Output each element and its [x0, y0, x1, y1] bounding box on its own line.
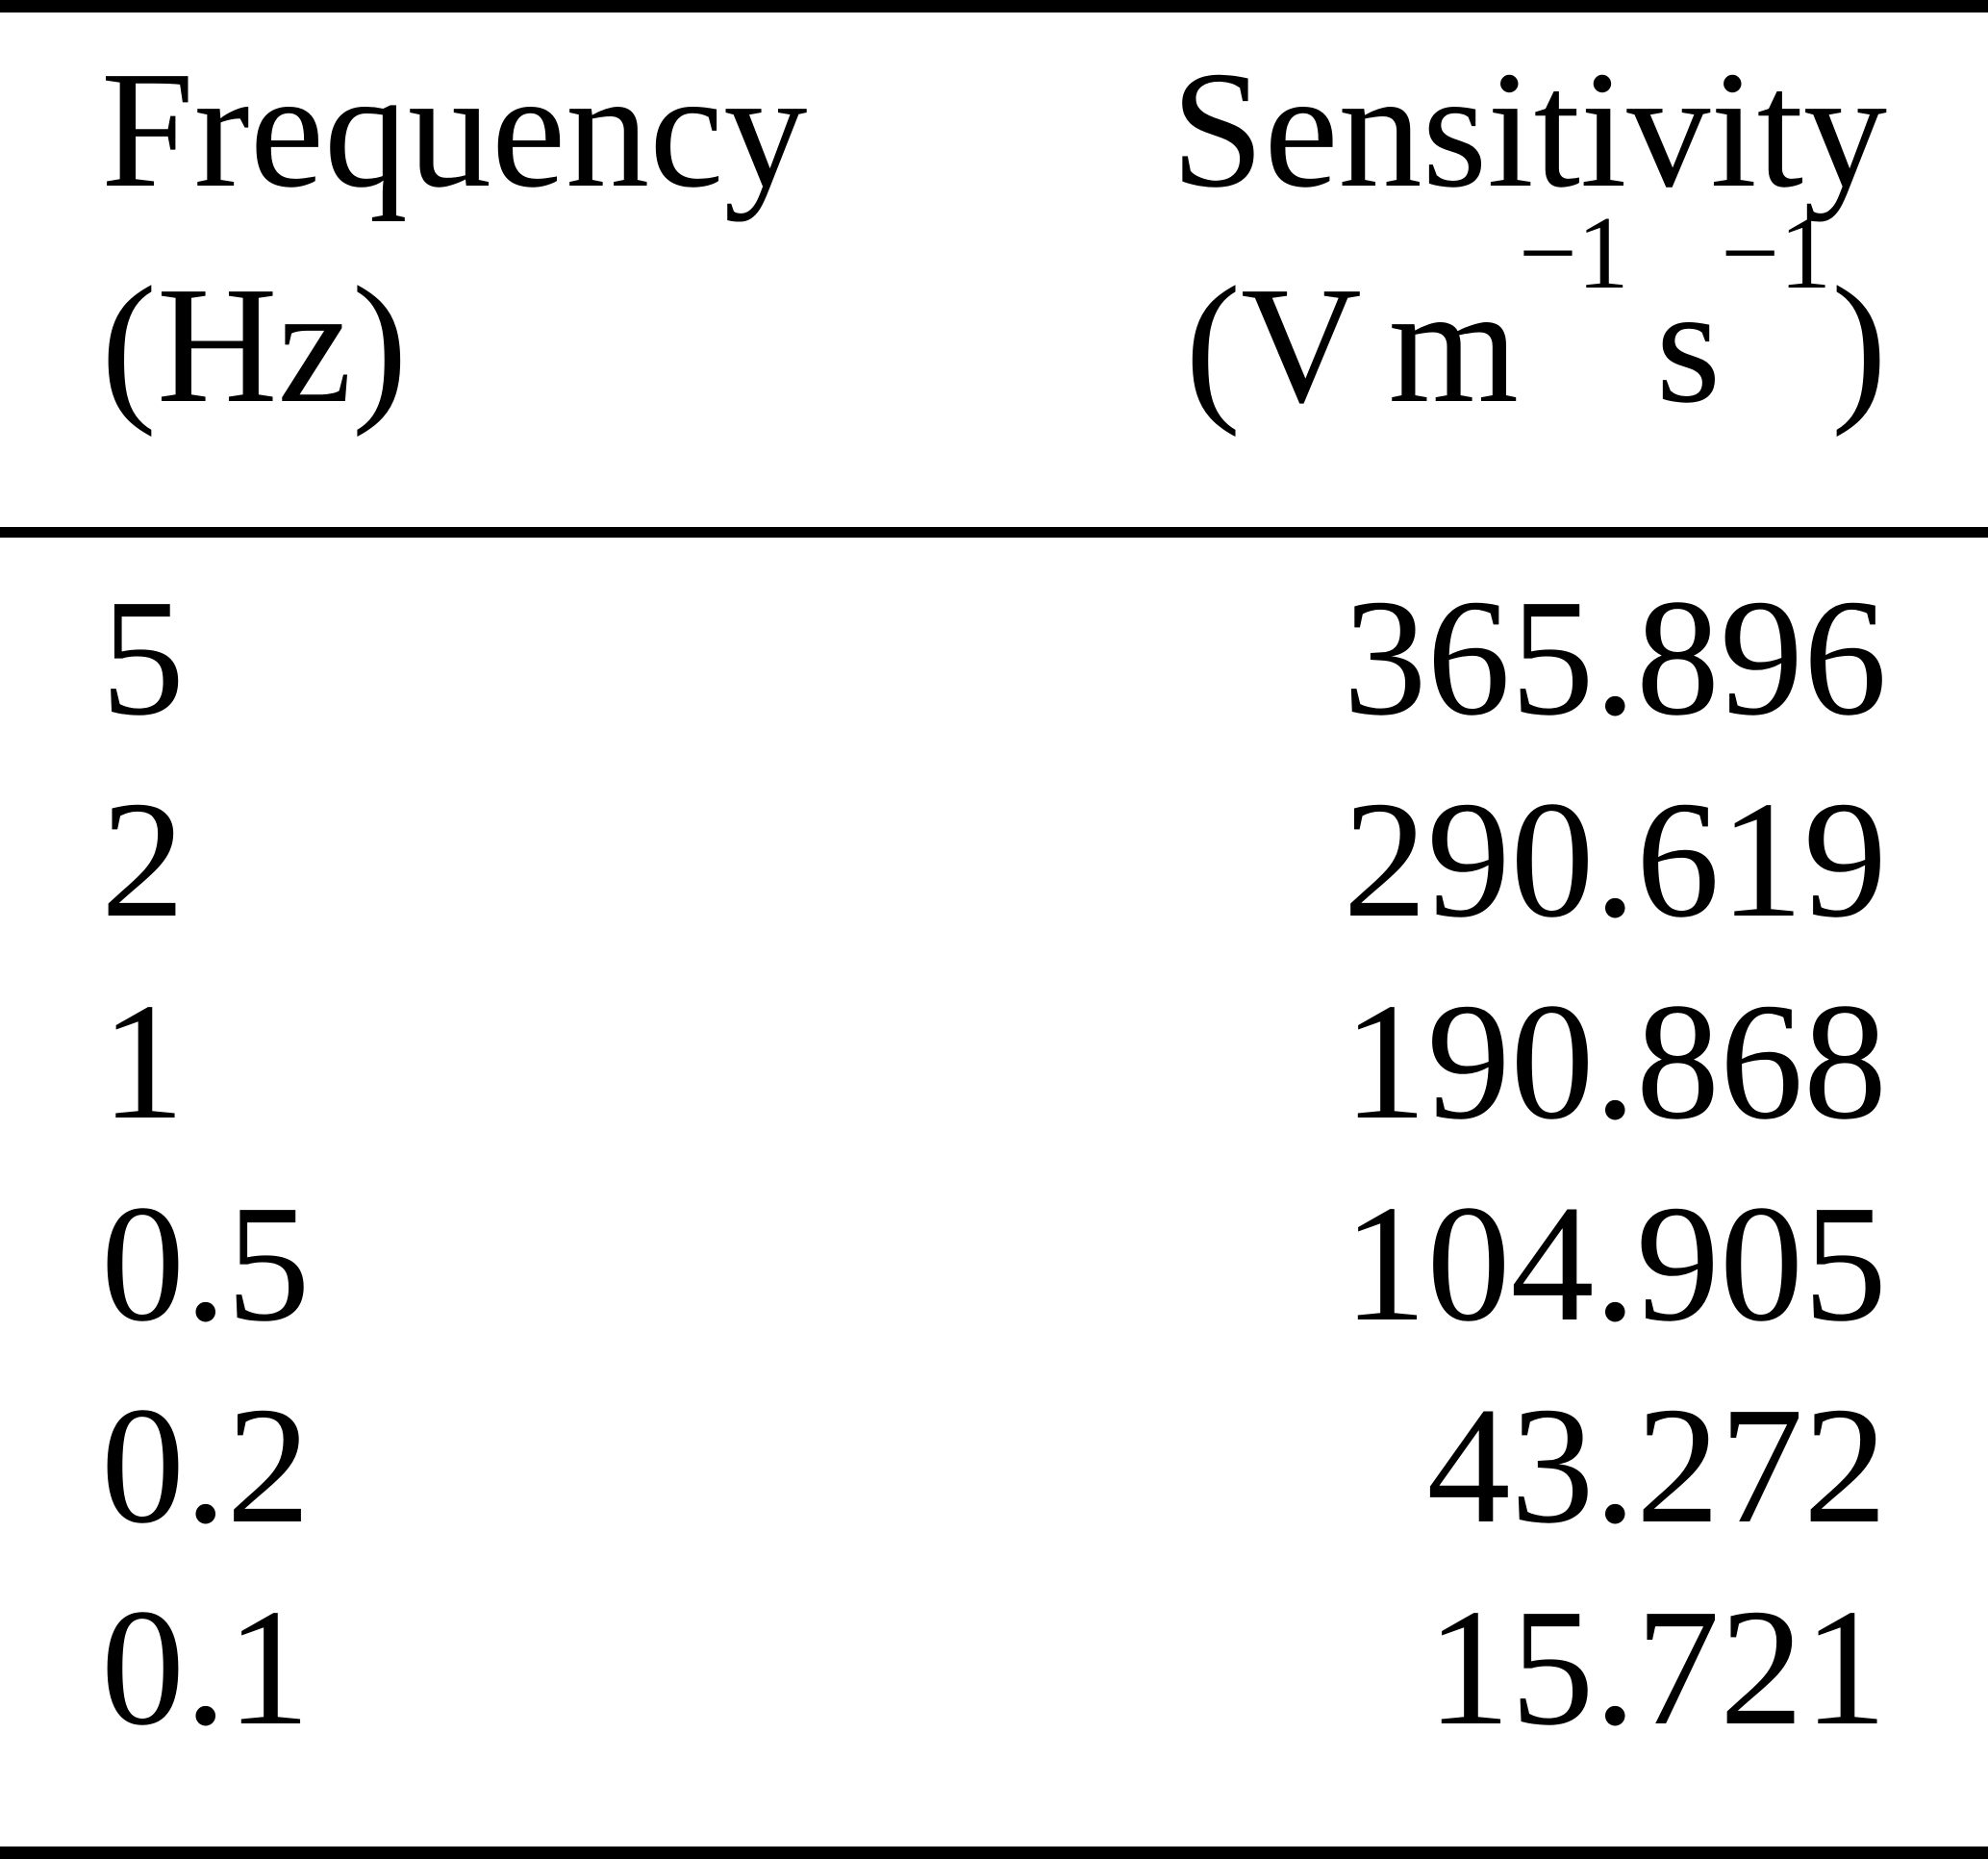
sensitivity-cell: 104.905 [1343, 1170, 1888, 1356]
sensitivity-cell: 43.272 [1426, 1372, 1888, 1558]
sensitivity-cell: 190.868 [1343, 968, 1888, 1154]
frequency-header-label: Frequency [101, 37, 808, 222]
table-top-rule [0, 0, 1988, 13]
sensitivity-cell: 365.896 [1343, 565, 1888, 750]
sensitivity-header: Sensitivity (V m−1 s−1) [1171, 22, 1887, 453]
unit-s: s [1655, 252, 1722, 438]
sensitivity-cell: 15.721 [1426, 1574, 1888, 1760]
table-header: Frequency (Hz) Sensitivity (V m−1 s−1) [0, 22, 1988, 453]
frequency-cell: 1 [101, 968, 185, 1154]
table-row: 0.2 43.272 [101, 1365, 1887, 1567]
sensitivity-header-label: Sensitivity [1170, 37, 1887, 222]
frequency-cell: 2 [101, 766, 185, 952]
table-row: 1 190.868 [101, 961, 1887, 1163]
sensitivity-header-unit: (V m−1 s−1) [1171, 201, 1887, 453]
unit-m-exponent: −1 [1518, 195, 1629, 311]
sensitivity-cell: 290.619 [1343, 766, 1888, 952]
frequency-cell: 5 [101, 565, 185, 750]
table-bottom-rule [0, 1846, 1988, 1859]
frequency-cell: 0.5 [101, 1170, 311, 1356]
frequency-header-unit: (Hz) [101, 252, 408, 438]
table-body: 5 365.896 2 290.619 1 190.868 0.5 104.90… [0, 557, 1988, 1769]
frequency-header: Frequency (Hz) [101, 22, 807, 453]
table-header-rule [0, 527, 1988, 538]
unit-close-paren: ) [1831, 252, 1887, 438]
frequency-cell: 0.2 [101, 1372, 311, 1558]
table-row: 0.1 15.721 [101, 1567, 1887, 1769]
table-row: 5 365.896 [101, 557, 1887, 759]
unit-open-paren-v: (V [1185, 252, 1362, 438]
frequency-cell: 0.1 [101, 1574, 311, 1760]
unit-m: m [1388, 252, 1519, 438]
table-row: 0.5 104.905 [101, 1163, 1887, 1365]
unit-s-exponent: −1 [1721, 195, 1832, 311]
table-row: 2 290.619 [101, 759, 1887, 961]
